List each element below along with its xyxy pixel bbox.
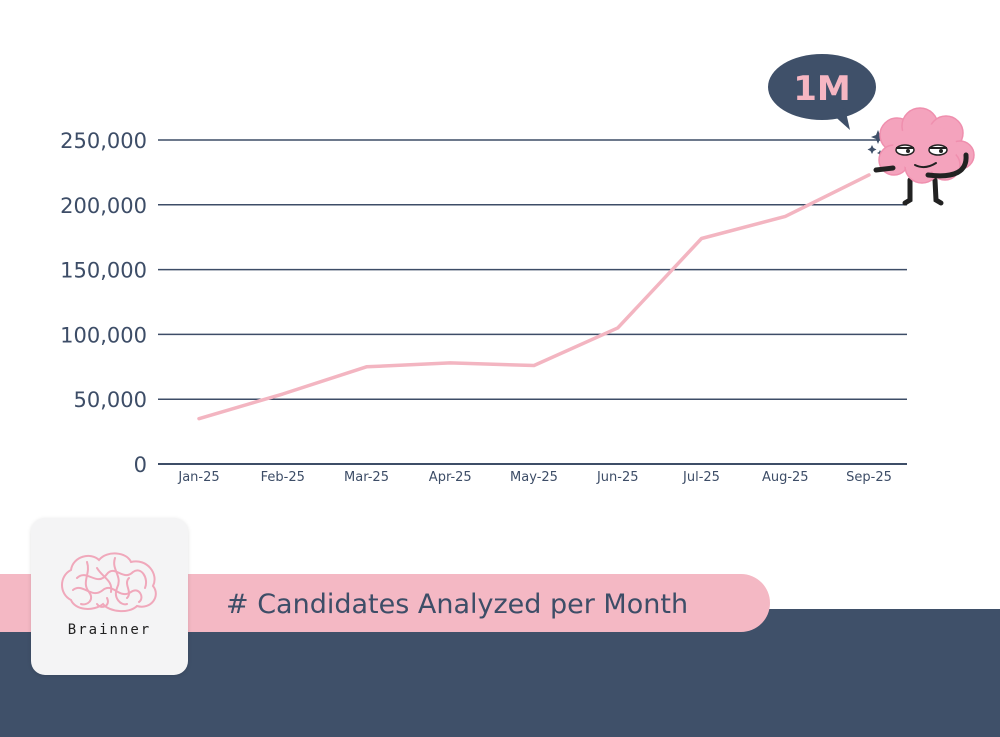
line-chart: 0 50,000 100,000 150,000 200,000 250,000 Jan-…	[60, 54, 975, 485]
y-tick-label: 200,000	[60, 194, 147, 218]
y-axis-ticks: 0 50,000 100,000 150,000 200,000 250,000	[60, 129, 147, 477]
x-tick-label: May-25	[510, 470, 558, 485]
y-tick-label: 150,000	[60, 259, 147, 283]
y-tick-label: 100,000	[60, 323, 147, 347]
y-tick-label: 0	[134, 453, 147, 477]
grid-lines	[158, 139, 907, 465]
logo-text: Brainner	[67, 622, 152, 638]
brain-mascot-icon	[867, 107, 975, 206]
brainner-logo-card: Brainner	[31, 518, 188, 675]
chart-title: # Candidates Analyzed per Month	[226, 589, 689, 620]
x-tick-label: Feb-25	[261, 470, 305, 485]
x-tick-label: Apr-25	[429, 470, 472, 485]
x-tick-label: Jun-25	[596, 470, 639, 485]
brain-logo-icon	[61, 552, 157, 612]
x-tick-label: Mar-25	[344, 470, 389, 485]
series-line	[197, 173, 871, 421]
x-tick-label: Sep-25	[846, 470, 892, 485]
y-tick-label: 50,000	[74, 388, 147, 412]
y-tick-label: 250,000	[60, 129, 147, 153]
x-tick-label: Jan-25	[177, 470, 219, 485]
x-tick-label: Aug-25	[762, 470, 809, 485]
speech-bubble: 1M	[768, 54, 876, 130]
series-layer	[197, 173, 871, 421]
annotation-label: 1M	[793, 69, 851, 109]
x-axis-ticks: Jan-25 Feb-25 Mar-25 Apr-25 May-25 Jun-25 Jul-…	[177, 470, 892, 485]
x-tick-label: Jul-25	[682, 470, 720, 485]
